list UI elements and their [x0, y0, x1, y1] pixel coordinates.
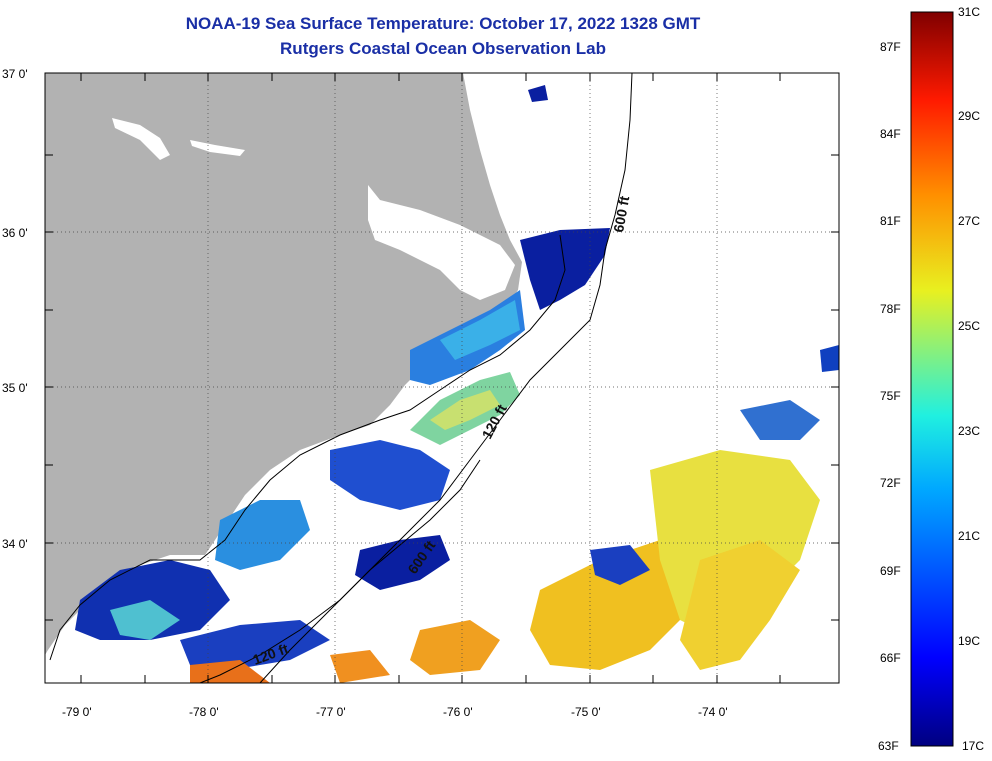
cb-label-f: 63F [878, 739, 899, 753]
lon-label-78: -78 0' [189, 705, 219, 719]
axis-ticks [45, 73, 839, 683]
lon-label-76: -76 0' [443, 705, 473, 719]
cb-label-f: 72F [880, 476, 901, 490]
map-title: NOAA-19 Sea Surface Temperature: October… [185, 14, 701, 33]
lat-label-37: 37 0' [2, 67, 28, 81]
cb-label-c: 23C [958, 424, 981, 438]
cb-label-c: 27C [958, 214, 981, 228]
lat-label-35: 35 0' [2, 381, 28, 395]
depth-label-600-north: 600 ft [610, 194, 632, 233]
lon-label-77: -77 0' [316, 705, 346, 719]
cb-label-c: 25C [958, 319, 981, 333]
cb-label-f: 81F [880, 214, 901, 228]
cb-label-f: 84F [880, 127, 901, 141]
map-subtitle: Rutgers Coastal Ocean Observation Lab [280, 39, 606, 58]
cb-label-c: 19C [958, 634, 981, 648]
cb-label-f: 69F [880, 564, 901, 578]
lon-label-79: -79 0' [62, 705, 92, 719]
sound-water [112, 118, 170, 160]
cb-label-f: 75F [880, 389, 901, 403]
lat-label-36: 36 0' [2, 226, 28, 240]
lat-label-34: 34 0' [2, 537, 28, 551]
colorbar [910, 11, 954, 747]
lon-label-75: -75 0' [571, 705, 601, 719]
cb-label-c: 17C [962, 739, 985, 753]
cb-label-f: 78F [880, 302, 901, 316]
cb-label-f: 87F [880, 40, 901, 54]
cb-label-c: 21C [958, 529, 981, 543]
lon-label-74: -74 0' [698, 705, 728, 719]
cb-label-c: 29C [958, 109, 981, 123]
cb-label-f: 66F [880, 651, 901, 665]
sst-patches [75, 85, 839, 683]
cb-label-c: 31C [958, 5, 981, 19]
depth-contour-120 [49, 234, 566, 661]
grid-lines [45, 73, 839, 683]
